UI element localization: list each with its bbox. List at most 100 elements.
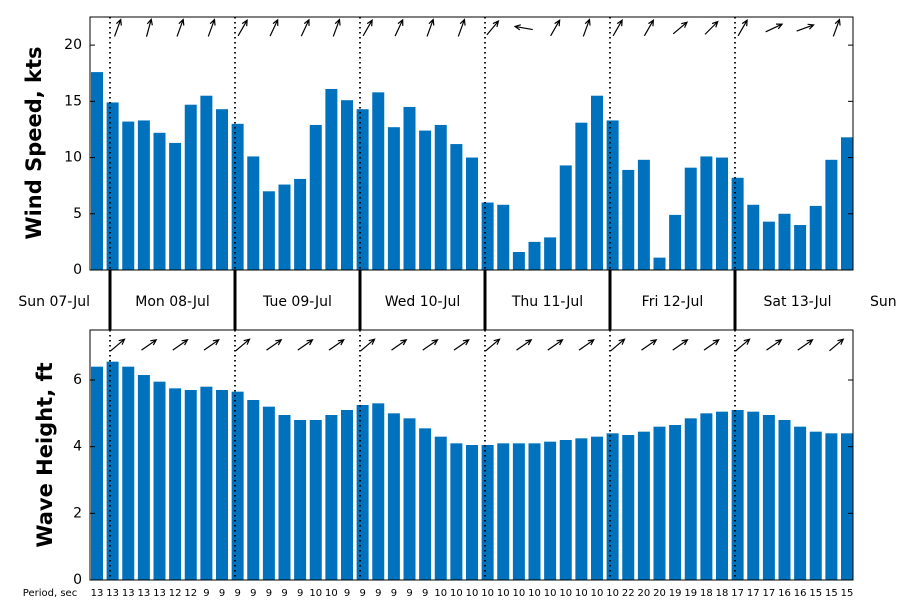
bar	[262, 191, 275, 270]
direction-arrow	[516, 339, 533, 351]
day-label: Tue 09-Jul	[262, 294, 332, 310]
bar	[716, 411, 728, 580]
bar	[794, 426, 807, 580]
bar	[544, 237, 557, 270]
period-value: 9	[297, 588, 303, 599]
period-value: 19	[684, 588, 697, 599]
period-value: 10	[575, 588, 588, 599]
bar	[137, 375, 150, 580]
direction-arrow	[612, 19, 623, 37]
bar	[684, 418, 697, 580]
period-value: 9	[422, 588, 428, 599]
y-axis-label: Wind Speed, kts	[22, 46, 46, 239]
y-tick-label: 4	[73, 439, 82, 455]
bar	[716, 157, 728, 270]
direction-arrow	[457, 18, 466, 37]
period-value: 16	[794, 588, 807, 599]
bar	[762, 221, 775, 270]
direction-arrow	[394, 18, 404, 37]
bar	[809, 431, 822, 580]
bar	[419, 130, 432, 270]
bar	[434, 124, 447, 271]
bar	[372, 92, 385, 271]
period-value: 9	[281, 588, 287, 599]
bar	[591, 95, 603, 270]
bar	[825, 159, 838, 270]
bar	[216, 109, 228, 271]
period-value: 10	[497, 588, 510, 599]
y-tick-label: 2	[73, 505, 82, 521]
bar	[700, 413, 713, 580]
period-value: 17	[747, 588, 760, 599]
y-axis-label: Wave Height, ft	[33, 362, 57, 547]
bar	[481, 202, 494, 270]
bar	[294, 178, 307, 270]
bar	[419, 428, 432, 580]
direction-arrow	[328, 339, 345, 351]
direction-arrow	[360, 338, 376, 352]
direction-arrow	[113, 18, 122, 37]
day-label: Mon 08-Jul	[135, 294, 210, 310]
bar	[341, 410, 353, 580]
direction-arrow	[641, 339, 658, 351]
bar	[778, 213, 791, 270]
bar	[91, 366, 103, 580]
bar	[325, 415, 338, 580]
direction-arrow	[829, 338, 845, 352]
bar	[231, 123, 244, 270]
direction-arrow	[578, 339, 595, 351]
bar	[481, 445, 494, 580]
bar	[559, 165, 572, 270]
bar	[122, 366, 135, 580]
direction-arrow	[643, 19, 655, 37]
direction-arrow	[582, 18, 591, 37]
period-value: 9	[219, 588, 225, 599]
direction-arrow	[610, 338, 626, 352]
period-value: 12	[169, 588, 182, 599]
period-value: 13	[106, 588, 119, 599]
bar	[169, 388, 182, 580]
bar	[606, 120, 619, 271]
direction-arrow	[672, 339, 689, 351]
bar	[653, 257, 666, 270]
y-tick-label: 20	[64, 37, 82, 53]
period-value: 10	[325, 588, 338, 599]
period-value: 10	[450, 588, 463, 599]
period-value: 18	[716, 588, 729, 599]
period-value: 9	[344, 588, 350, 599]
bar	[106, 102, 119, 270]
y-tick-label: 5	[73, 206, 82, 222]
bar	[669, 425, 682, 580]
bar	[669, 214, 682, 270]
bar	[387, 127, 400, 270]
direction-arrow	[237, 19, 248, 37]
y-tick-label: 15	[64, 93, 82, 109]
day-label: Sat 13-Jul	[764, 294, 832, 310]
direction-arrow	[110, 338, 126, 352]
bar	[606, 433, 619, 580]
bar	[700, 156, 713, 270]
y-tick-label: 0	[73, 572, 82, 588]
bar	[559, 440, 572, 580]
bar	[387, 413, 400, 580]
bar	[497, 443, 510, 580]
period-value: 9	[234, 588, 240, 599]
period-value: 15	[809, 588, 822, 599]
direction-arrow	[797, 339, 814, 351]
day-label: Sun 07-Jul	[18, 294, 90, 310]
period-value: 19	[669, 588, 682, 599]
bar	[794, 225, 807, 270]
direction-arrow	[550, 19, 561, 37]
period-value: 20	[638, 588, 651, 599]
period-value: 9	[375, 588, 381, 599]
period-value: 10	[544, 588, 557, 599]
period-value: 10	[528, 588, 541, 599]
direction-arrow	[141, 339, 158, 351]
bar	[731, 410, 744, 580]
bar	[153, 132, 166, 270]
direction-arrow	[672, 21, 689, 35]
bar	[622, 169, 635, 270]
bar	[466, 157, 478, 270]
direction-arrow	[332, 18, 341, 37]
bar	[325, 88, 338, 270]
